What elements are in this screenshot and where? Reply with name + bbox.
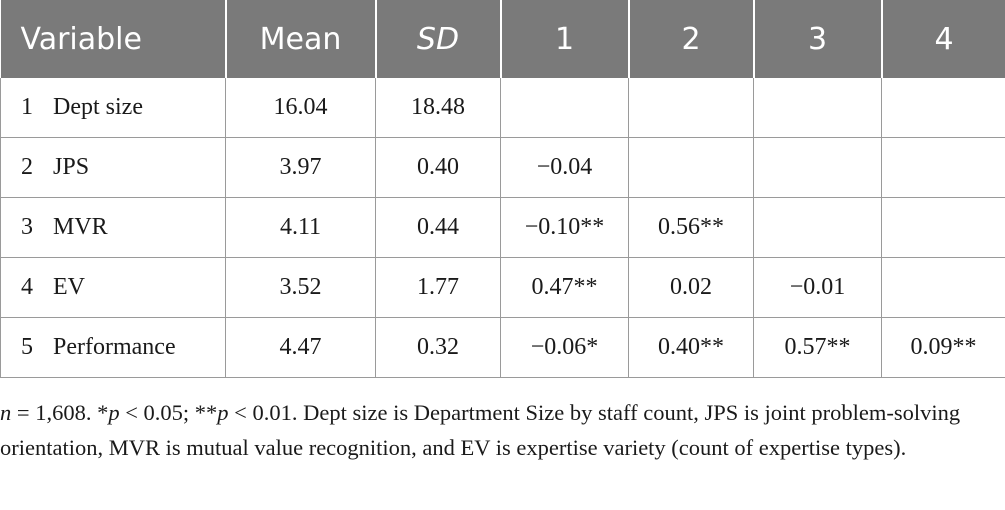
mean-cell: 3.52 xyxy=(225,257,376,318)
header-row: Variable Mean SD 1 2 3 4 xyxy=(0,0,1005,78)
corr-cell-1 xyxy=(500,78,629,138)
mean-cell: 4.11 xyxy=(225,197,376,258)
table-row: 1 Dept size 16.04 18.48 xyxy=(0,78,1005,138)
variable-cell: 3 MVR xyxy=(0,197,226,258)
sd-cell: 1.77 xyxy=(375,257,501,318)
header-variable: Variable xyxy=(0,0,226,78)
corr-cell-3 xyxy=(753,197,882,258)
corr-cell-3 xyxy=(753,137,882,198)
note-text: < 0.01. Dept size is Department Size by … xyxy=(0,400,961,460)
corr-cell-1: −0.06* xyxy=(500,317,629,378)
corr-cell-2 xyxy=(628,137,754,198)
table-row: 3 MVR 4.11 0.44 −0.10** 0.56** xyxy=(0,197,1005,258)
header-col-1: 1 xyxy=(499,0,629,78)
note-n-symbol: n xyxy=(0,400,12,425)
table-footnote: n = 1,608. *p < 0.05; **p < 0.01. Dept s… xyxy=(0,395,1000,465)
table-row: 2 JPS 3.97 0.40 −0.04 xyxy=(0,137,1005,198)
sd-cell: 0.44 xyxy=(375,197,501,258)
variable-cell: 4 EV xyxy=(0,257,226,318)
correlation-table: Variable Mean SD 1 2 3 4 1 Dept size 16.0… xyxy=(0,0,1005,378)
variable-name: JPS xyxy=(53,154,90,180)
sd-cell: 0.40 xyxy=(375,137,501,198)
corr-cell-4 xyxy=(881,257,1005,318)
corr-cell-4 xyxy=(881,137,1005,198)
mean-cell: 16.04 xyxy=(225,78,376,138)
row-index: 3 xyxy=(21,214,33,240)
header-col-3: 3 xyxy=(752,0,882,78)
variable-cell: 5 Performance xyxy=(0,317,226,378)
row-index: 4 xyxy=(21,274,33,300)
variable-name: EV xyxy=(53,274,85,300)
variable-name: Dept size xyxy=(53,94,143,120)
sd-cell: 0.32 xyxy=(375,317,501,378)
table-row: 5 Performance 4.47 0.32 −0.06* 0.40** 0.5… xyxy=(0,317,1005,378)
corr-cell-3: −0.01 xyxy=(753,257,882,318)
note-p-symbol: p xyxy=(217,400,229,425)
corr-cell-4 xyxy=(881,197,1005,258)
table-row: 4 EV 3.52 1.77 0.47** 0.02 −0.01 xyxy=(0,257,1005,318)
variable-cell: 2 JPS xyxy=(0,137,226,198)
header-sd: SD xyxy=(374,0,501,78)
row-index: 1 xyxy=(21,94,33,120)
header-col-4: 4 xyxy=(880,0,1005,78)
variable-cell: 1 Dept size xyxy=(0,78,226,138)
header-col-2: 2 xyxy=(627,0,754,78)
corr-cell-3 xyxy=(753,78,882,138)
corr-cell-2: 0.02 xyxy=(628,257,754,318)
mean-cell: 4.47 xyxy=(225,317,376,378)
sd-cell: 18.48 xyxy=(375,78,501,138)
row-index: 2 xyxy=(21,154,33,180)
corr-cell-1: −0.10** xyxy=(500,197,629,258)
note-n-value: = 1,608. * xyxy=(11,400,109,425)
corr-cell-4 xyxy=(881,78,1005,138)
row-index: 5 xyxy=(21,334,33,360)
variable-name: MVR xyxy=(53,214,108,240)
corr-cell-2: 0.56** xyxy=(628,197,754,258)
corr-cell-2 xyxy=(628,78,754,138)
corr-cell-1: 0.47** xyxy=(500,257,629,318)
note-p-symbol: p xyxy=(108,400,120,425)
mean-cell: 3.97 xyxy=(225,137,376,198)
corr-cell-4: 0.09** xyxy=(881,317,1005,378)
variable-name: Performance xyxy=(53,334,176,360)
header-mean: Mean xyxy=(224,0,376,78)
corr-cell-3: 0.57** xyxy=(753,317,882,378)
note-p1-value: < 0.05; ** xyxy=(119,400,218,425)
corr-cell-1: −0.04 xyxy=(500,137,629,198)
corr-cell-2: 0.40** xyxy=(628,317,754,378)
